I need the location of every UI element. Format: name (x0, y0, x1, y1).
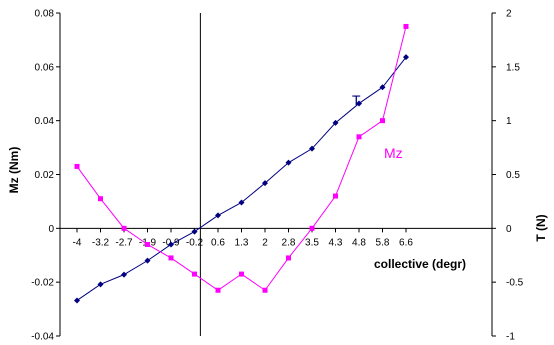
x-tick-label: -3.2 (92, 237, 110, 248)
left-tick-label: 0.04 (35, 116, 55, 127)
data-point-t (215, 212, 221, 219)
data-point-mz (403, 23, 409, 29)
x-tick-label: 3.5 (305, 237, 319, 248)
series-label-mz: Mz (384, 145, 403, 161)
right-tick-label: 1.5 (506, 62, 520, 73)
data-point-t (191, 228, 198, 235)
data-point-t (403, 54, 409, 61)
chart-axes (59, 13, 493, 336)
left-tick-label: -0.02 (31, 278, 54, 289)
left-tick-label: 0 (48, 224, 54, 235)
data-point-t (74, 297, 80, 304)
right-tick-label: 0.5 (506, 170, 520, 181)
right-axis-ticks: -1 -0.5 0 0.5 1 1.5 2 (492, 9, 524, 343)
data-point-mz (168, 255, 174, 261)
data-point-mz (333, 193, 338, 199)
x-tick-label: 4.3 (329, 237, 343, 248)
data-point-t (121, 271, 127, 278)
series-mz (74, 23, 409, 293)
data-point-t (309, 145, 315, 152)
x-tick-label: 0.6 (211, 237, 225, 248)
left-tick-label: -0.04 (31, 332, 54, 343)
data-point-t (144, 257, 151, 264)
left-axis-ticks: -0.04 -0.02 0 0.02 0.04 0.06 0.08 (31, 9, 60, 343)
data-point-mz (74, 163, 80, 169)
series-line-mz (76, 26, 407, 291)
data-point-t (262, 180, 268, 187)
series-label-t: T (352, 92, 361, 108)
left-tick-label: 0.06 (35, 62, 55, 73)
series-t (74, 54, 409, 304)
left-tick-label: 0.02 (35, 170, 55, 181)
right-tick-label: 1 (506, 116, 512, 127)
right-tick-label: -0.5 (506, 278, 524, 289)
x-axis-title: collective (degr) (374, 257, 466, 271)
series-layer (74, 23, 409, 304)
left-axis-title: Mz (Nm) (7, 147, 21, 194)
x-tick-label: -0.2 (186, 237, 204, 248)
data-point-t (379, 84, 386, 91)
data-point-mz (239, 271, 244, 277)
data-point-t (168, 241, 174, 248)
data-point-t (285, 159, 292, 166)
x-tick-label: -2.7 (115, 237, 133, 248)
data-point-t (238, 199, 245, 206)
data-point-t (97, 281, 104, 288)
right-tick-label: -1 (506, 332, 515, 343)
data-point-t (332, 119, 339, 126)
x-tick-label: 4.8 (352, 237, 366, 248)
data-point-mz (356, 134, 362, 140)
data-point-mz (286, 255, 291, 261)
x-tick-label: 2 (262, 237, 268, 248)
data-point-t (356, 100, 362, 107)
x-axis-ticks: -4-3.2-2.7-1.9-0.9-0.20.61.322.83.54.34.… (73, 228, 413, 248)
x-tick-label: 2.8 (282, 237, 296, 248)
data-point-mz (262, 287, 268, 293)
x-tick-label: 5.8 (376, 237, 390, 248)
data-point-mz (121, 225, 127, 231)
right-tick-label: 2 (506, 9, 512, 20)
data-point-mz (98, 196, 103, 202)
x-tick-label: 6.6 (399, 237, 413, 248)
data-point-mz (215, 287, 221, 293)
right-tick-label: 0 (506, 224, 512, 235)
data-point-mz (309, 225, 315, 231)
left-tick-label: 0.08 (35, 9, 55, 20)
data-point-mz (145, 241, 150, 247)
data-point-mz (192, 271, 197, 277)
x-tick-label: 1.3 (235, 237, 249, 248)
right-axis-title: T (N) (534, 214, 548, 241)
x-tick-label: -4 (73, 237, 82, 248)
data-point-mz (380, 118, 385, 124)
